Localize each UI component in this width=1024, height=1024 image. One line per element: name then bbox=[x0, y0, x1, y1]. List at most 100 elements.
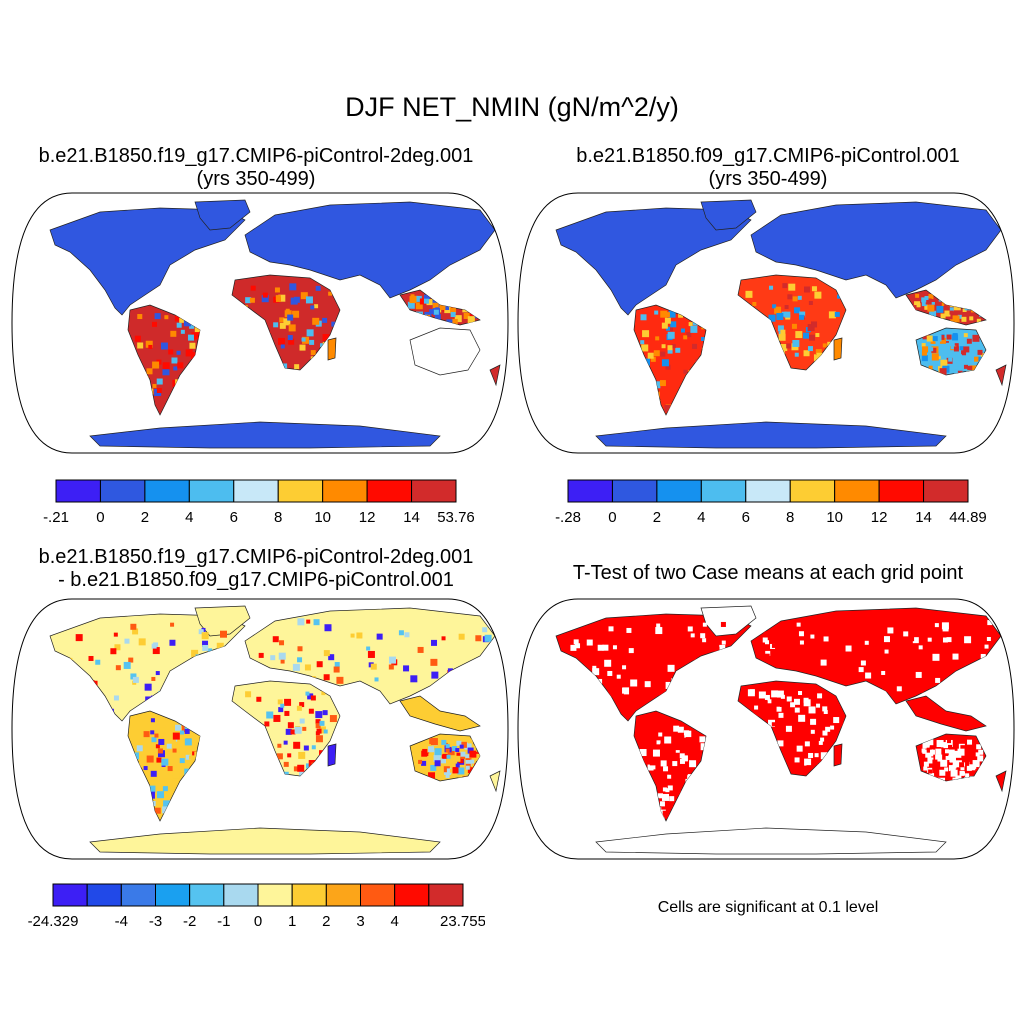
panel-4-title: T-Test of two Case means at each grid po… bbox=[512, 562, 1024, 585]
panel-3-colorbar-box bbox=[428, 883, 464, 907]
panel-2-land-europeAsia bbox=[750, 201, 1002, 299]
panel-3-title: b.e21.B1850.f19_g17.CMIP6-piControl-2deg… bbox=[0, 546, 512, 592]
panel-1-title: b.e21.B1850.f19_g17.CMIP6-piControl-2deg… bbox=[0, 145, 512, 191]
panel-2-map bbox=[516, 190, 1016, 456]
panel-2-colorbar-box bbox=[567, 479, 613, 503]
panel-3-land-seAsia bbox=[399, 695, 481, 732]
panel-2-colorbar-label: 8 bbox=[786, 509, 794, 526]
panel-2-colorbar-box bbox=[656, 479, 702, 503]
panel-2-colorbar-label: 12 bbox=[871, 509, 888, 526]
panel-2-land-nz bbox=[995, 364, 1007, 387]
panel-2-colorbar-label: 14 bbox=[915, 509, 932, 526]
panel-3-colorbar-box bbox=[257, 883, 293, 907]
panel-3-colorbar-box bbox=[291, 883, 327, 907]
panel-2-colorbar-box bbox=[878, 479, 925, 503]
panel-1-colorbar-box bbox=[277, 479, 324, 503]
panel-3-colorbar-label: 0 bbox=[254, 913, 262, 930]
figure-title: DJF NET_NMIN (gN/m^2/y) bbox=[345, 92, 679, 122]
panel-3-map bbox=[10, 596, 510, 862]
panel-1-colorbar-label: 0 bbox=[96, 509, 104, 526]
panel-3-colorbar-label: 23.755 bbox=[440, 913, 485, 930]
panel-2-colorbar-label: -.28 bbox=[555, 509, 581, 526]
panel-2-land-antarctica bbox=[595, 421, 947, 449]
panel-3-land-madagascar bbox=[327, 743, 337, 767]
panel-2-colorbar-box bbox=[789, 479, 836, 503]
panel-2-colorbar-box bbox=[923, 479, 969, 503]
panel-3-colorbar-box bbox=[155, 883, 191, 907]
panel-3-land-antarctica bbox=[89, 827, 441, 855]
panel-1-land-madagascar bbox=[327, 337, 337, 361]
panel-2-title-line2: (yrs 350-499) bbox=[708, 168, 828, 190]
panel-2-map-border bbox=[517, 192, 1015, 454]
panel-1-colorbar-label: 8 bbox=[274, 509, 282, 526]
panel-2-colorbar-label: 2 bbox=[653, 509, 661, 526]
panel-1-colorbar-box bbox=[188, 479, 235, 503]
panel-1-land-europeAsia bbox=[244, 201, 496, 299]
panel-2-colorbar-label: 6 bbox=[742, 509, 750, 526]
panel-3-colorbar-box bbox=[189, 883, 225, 907]
panel-4-map-border bbox=[517, 598, 1015, 860]
panel-1-colorbar-box bbox=[55, 479, 101, 503]
panel-2-colorbar-label: 4 bbox=[697, 509, 705, 526]
panel-4-map bbox=[516, 596, 1016, 862]
panel-3-title-line1: b.e21.B1850.f19_g17.CMIP6-piControl-2deg… bbox=[38, 546, 474, 568]
panel-3-colorbar-label: -24.329 bbox=[28, 913, 79, 930]
panel-1-colorbar-label: 2 bbox=[141, 509, 149, 526]
panel-1-colorbar-label: -.21 bbox=[43, 509, 69, 526]
panel-3-colorbar-box bbox=[223, 883, 259, 907]
panel-3-colorbar-label: 3 bbox=[356, 913, 364, 930]
panel-1-colorbar-box bbox=[233, 479, 279, 503]
panel-2-title-line1: b.e21.B1850.f09_g17.CMIP6-piControl.001 bbox=[576, 145, 960, 167]
panel-1-land-australia bbox=[409, 327, 481, 376]
panel-2-land-madagascar bbox=[833, 337, 843, 361]
panel-3-colorbar-label: 1 bbox=[288, 913, 296, 930]
panel-1-land-nz bbox=[489, 364, 501, 387]
panel-1-map-border bbox=[11, 192, 509, 454]
panel-2-colorbar-label: 44.89 bbox=[949, 509, 987, 526]
panel-1-colorbar-label: 14 bbox=[403, 509, 420, 526]
panel-1-colorbar-label: 53.76 bbox=[437, 509, 475, 526]
panel-2-land-greenland bbox=[700, 199, 757, 231]
panel-1-map bbox=[10, 190, 510, 456]
panel-2-title: b.e21.B1850.f09_g17.CMIP6-piControl.001 … bbox=[512, 145, 1024, 191]
panel-2-colorbar: -.28 0 2 4 6 8 10 12 14 44.89 bbox=[555, 479, 987, 526]
panel-1-colorbar-label: 12 bbox=[359, 509, 376, 526]
panel-3-map-border bbox=[11, 598, 509, 860]
panel-3-colorbar-label: 2 bbox=[322, 913, 330, 930]
panel-1-colorbar-box bbox=[366, 479, 413, 503]
panel-3-colorbar-box bbox=[394, 883, 430, 907]
panel-2-colorbar-box bbox=[611, 479, 658, 503]
panel-1-colorbar-label: 4 bbox=[185, 509, 193, 526]
panel-3-colorbar-label: 4 bbox=[390, 913, 398, 930]
panel-3-land-greenland bbox=[194, 605, 251, 637]
panel-4-land-nz bbox=[995, 770, 1007, 793]
panel-3-colorbar-box bbox=[120, 883, 157, 907]
panel-1-title-line1: b.e21.B1850.f19_g17.CMIP6-piControl-2deg… bbox=[38, 145, 474, 167]
panel-4-land-madagascar bbox=[833, 743, 843, 767]
panel-3-colorbar-box bbox=[360, 883, 396, 907]
panel-1-colorbar: -.21 0 2 4 6 8 10 12 14 53.76 bbox=[43, 479, 475, 526]
panel-1-colorbar-box bbox=[322, 479, 368, 503]
panel-1-land-greenland bbox=[194, 199, 251, 231]
panel-4-land-antarctica bbox=[595, 827, 947, 855]
panel-3-colorbar-box bbox=[325, 883, 362, 907]
panel-3-colorbar-label: -3 bbox=[149, 913, 162, 930]
panel-3-colorbar-label: -4 bbox=[115, 913, 128, 930]
panel-3-colorbar-box bbox=[52, 883, 88, 907]
panel-3-land-nz bbox=[489, 770, 501, 793]
panel-4-title-line1: T-Test of two Case means at each grid po… bbox=[572, 562, 964, 584]
panel-3-colorbar-box bbox=[86, 883, 122, 907]
panel-2-colorbar-box bbox=[700, 479, 747, 503]
panel-1-land-antarctica bbox=[89, 421, 441, 449]
panel-3-land-africa bbox=[231, 680, 341, 777]
panel-1-title-line2: (yrs 350-499) bbox=[196, 168, 316, 190]
panel-2-colorbar-label: 10 bbox=[826, 509, 843, 526]
significance-note: Cells are significant at 0.1 level bbox=[657, 899, 879, 916]
panel-3-title-line2: - b.e21.B1850.f09_g17.CMIP6-piControl.00… bbox=[58, 569, 454, 591]
panel-3-colorbar-label: -1 bbox=[217, 913, 230, 930]
panel-2-colorbar-label: 0 bbox=[608, 509, 616, 526]
panel-1-colorbar-label: 6 bbox=[230, 509, 238, 526]
panel-1-colorbar-box bbox=[144, 479, 190, 503]
panel-1-colorbar-box bbox=[411, 479, 457, 503]
panel-2-colorbar-box bbox=[745, 479, 791, 503]
